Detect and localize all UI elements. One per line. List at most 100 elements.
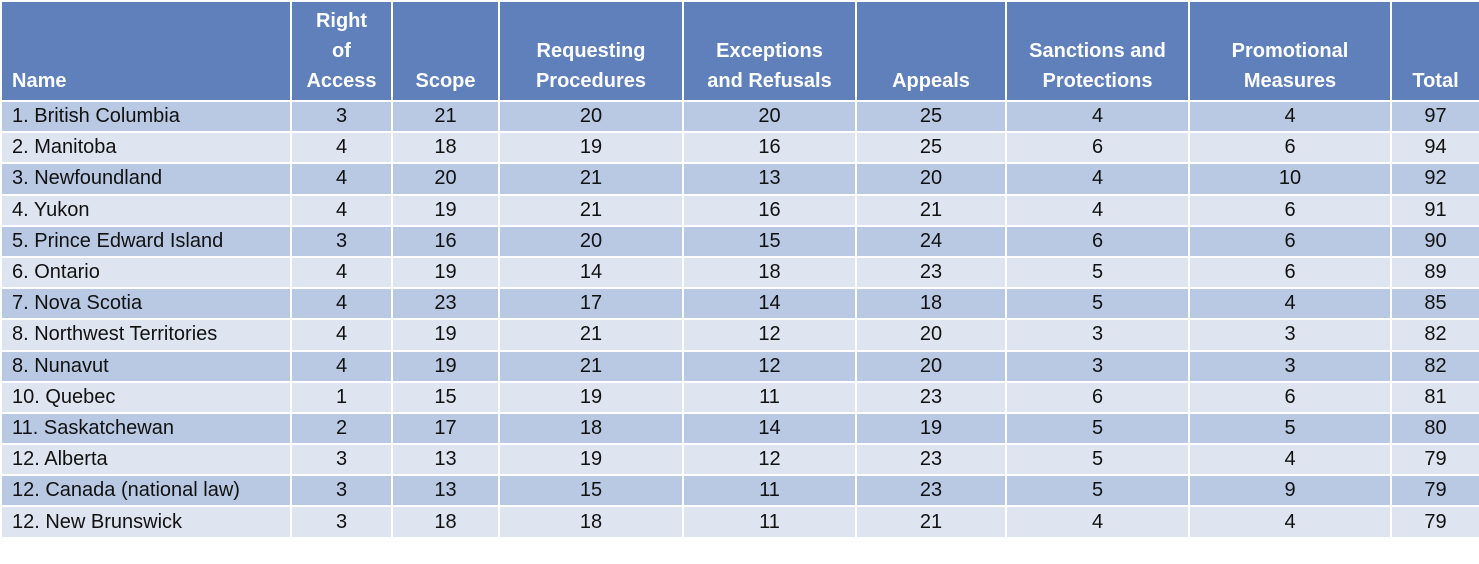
score-cell: 3 xyxy=(1005,318,1190,352)
score-cell: 4 xyxy=(1005,505,1190,539)
score-cell: 6 xyxy=(1188,255,1392,290)
score-cell: 19 xyxy=(391,255,500,290)
score-cell: 4 xyxy=(1188,99,1392,134)
score-cell: 6 xyxy=(1005,131,1190,165)
score-cell: 97 xyxy=(1390,99,1479,134)
table-header: Name Right of Access Scope Requesting Proce… xyxy=(0,0,1479,102)
score-cell: 23 xyxy=(391,287,500,321)
score-cell: 4 xyxy=(1005,193,1190,227)
name-cell: 4. Yukon xyxy=(0,193,292,227)
score-cell: 18 xyxy=(498,505,684,539)
name-cell: 7. Nova Scotia xyxy=(0,287,292,321)
score-cell: 3 xyxy=(1188,318,1392,352)
score-cell: 15 xyxy=(391,380,500,414)
score-cell: 11 xyxy=(682,505,857,539)
score-cell: 5 xyxy=(1005,287,1190,321)
score-cell: 23 xyxy=(855,255,1007,290)
score-cell: 1 xyxy=(290,380,393,414)
table-body: 1. British Columbia 3 21 20 20 25 4 4 97 2. Manit… xyxy=(0,99,1479,539)
score-cell: 5 xyxy=(1005,474,1190,508)
column-header: Exceptions and Refusals xyxy=(682,0,857,102)
name-cell: 8. Northwest Territories xyxy=(0,318,292,352)
name-cell: 12. Alberta xyxy=(0,443,292,477)
table-row: 12. Canada (national law) 3 13 15 11 23 5 9 79 xyxy=(0,474,1479,508)
score-cell: 9 xyxy=(1188,474,1392,508)
score-cell: 19 xyxy=(498,443,684,477)
score-cell: 3 xyxy=(290,224,393,258)
score-cell: 6 xyxy=(1188,193,1392,227)
score-cell: 14 xyxy=(682,287,857,321)
score-cell: 19 xyxy=(498,131,684,165)
score-cell: 16 xyxy=(682,193,857,227)
score-cell: 3 xyxy=(1005,349,1190,383)
column-header: Scope xyxy=(391,0,500,102)
score-cell: 79 xyxy=(1390,443,1479,477)
name-cell: 2. Manitoba xyxy=(0,131,292,165)
score-cell: 85 xyxy=(1390,287,1479,321)
score-cell: 11 xyxy=(682,474,857,508)
column-header: Promotional Measures xyxy=(1188,0,1392,102)
score-cell: 25 xyxy=(855,99,1007,134)
score-cell: 18 xyxy=(498,411,684,446)
score-cell: 23 xyxy=(855,474,1007,508)
score-cell: 2 xyxy=(290,411,393,446)
scores-table: Name Right of Access Scope Requesting Proce… xyxy=(0,0,1479,539)
score-cell: 20 xyxy=(498,99,684,134)
score-cell: 4 xyxy=(1005,162,1190,196)
score-cell: 4 xyxy=(290,287,393,321)
score-cell: 3 xyxy=(290,505,393,539)
score-cell: 4 xyxy=(290,349,393,383)
score-cell: 13 xyxy=(682,162,857,196)
score-cell: 4 xyxy=(290,193,393,227)
score-cell: 20 xyxy=(682,99,857,134)
score-cell: 6 xyxy=(1188,380,1392,414)
name-cell: 1. British Columbia xyxy=(0,99,292,134)
score-cell: 19 xyxy=(391,349,500,383)
score-cell: 16 xyxy=(682,131,857,165)
table-row: 3. Newfoundland 4 20 21 13 20 4 10 92 xyxy=(0,162,1479,196)
table-row: 7. Nova Scotia 4 23 17 14 18 5 4 85 xyxy=(0,287,1479,321)
column-header: Sanctions and Protections xyxy=(1005,0,1190,102)
score-cell: 5 xyxy=(1188,411,1392,446)
score-cell: 4 xyxy=(1188,443,1392,477)
score-cell: 20 xyxy=(855,349,1007,383)
score-cell: 4 xyxy=(290,318,393,352)
score-cell: 20 xyxy=(855,162,1007,196)
score-cell: 6 xyxy=(1005,380,1190,414)
score-cell: 3 xyxy=(1188,349,1392,383)
name-cell: 3. Newfoundland xyxy=(0,162,292,196)
score-cell: 89 xyxy=(1390,255,1479,290)
column-header: Appeals xyxy=(855,0,1007,102)
score-cell: 20 xyxy=(855,318,1007,352)
score-cell: 82 xyxy=(1390,318,1479,352)
score-cell: 6 xyxy=(1188,224,1392,258)
score-cell: 21 xyxy=(498,162,684,196)
score-cell: 6 xyxy=(1188,131,1392,165)
score-cell: 20 xyxy=(498,224,684,258)
score-cell: 23 xyxy=(855,443,1007,477)
score-cell: 19 xyxy=(391,193,500,227)
header-row: Name Right of Access Scope Requesting Proce… xyxy=(0,0,1479,102)
name-cell: 12. Canada (national law) xyxy=(0,474,292,508)
score-cell: 21 xyxy=(855,505,1007,539)
name-cell: 6. Ontario xyxy=(0,255,292,290)
score-cell: 18 xyxy=(855,287,1007,321)
score-cell: 4 xyxy=(290,162,393,196)
table-row: 12. Alberta 3 13 19 12 23 5 4 79 xyxy=(0,443,1479,477)
table-row: 8. Nunavut 4 19 21 12 20 3 3 82 xyxy=(0,349,1479,383)
table-row: 2. Manitoba 4 18 19 16 25 6 6 94 xyxy=(0,131,1479,165)
score-cell: 4 xyxy=(1005,99,1190,134)
score-cell: 79 xyxy=(1390,505,1479,539)
table-row: 6. Ontario 4 19 14 18 23 5 6 89 xyxy=(0,255,1479,290)
score-cell: 12 xyxy=(682,318,857,352)
score-cell: 4 xyxy=(290,131,393,165)
column-header: Requesting Procedures xyxy=(498,0,684,102)
score-cell: 13 xyxy=(391,443,500,477)
score-cell: 21 xyxy=(498,193,684,227)
column-header: Right of Access xyxy=(290,0,393,102)
table-row: 4. Yukon 4 19 21 16 21 4 6 91 xyxy=(0,193,1479,227)
score-cell: 4 xyxy=(290,255,393,290)
score-cell: 19 xyxy=(498,380,684,414)
score-cell: 25 xyxy=(855,131,1007,165)
